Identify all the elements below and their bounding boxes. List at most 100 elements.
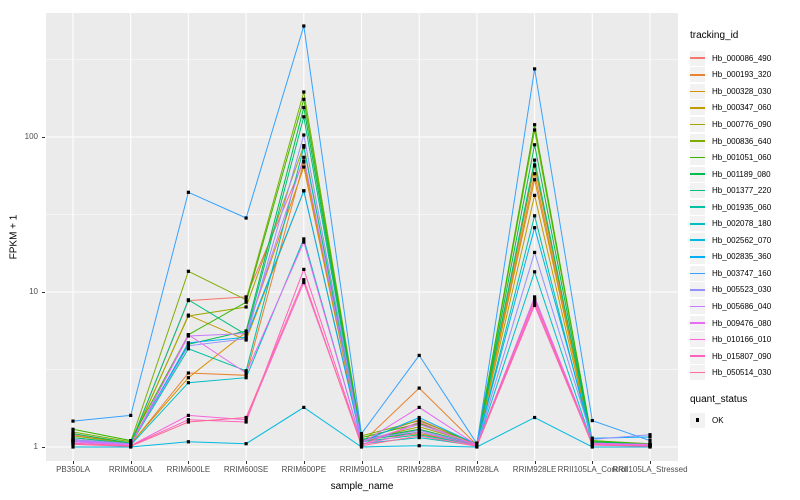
legend-item: Hb_001377_220 xyxy=(690,182,800,199)
legend-item: Hb_001051_060 xyxy=(690,149,800,166)
legend-line-swatch xyxy=(690,100,705,116)
legend-line-swatch xyxy=(690,265,705,281)
x-tick-label: RRIM901LA xyxy=(339,465,384,474)
legend-line-swatch xyxy=(690,249,705,265)
legend-item-label: Hb_005523_030 xyxy=(712,285,772,295)
legend-item-label: Hb_050514_030 xyxy=(712,368,772,378)
legend-item-label: Hb_002562_070 xyxy=(712,235,772,245)
gridlines xyxy=(46,13,678,461)
x-tick-label: PB350LA xyxy=(56,465,90,474)
legend-item: Hb_015807_090 xyxy=(690,348,800,365)
legend-line-swatch xyxy=(690,332,705,348)
legend-line-swatch xyxy=(690,67,705,83)
legend-line-swatch xyxy=(690,116,705,132)
x-tick-mark xyxy=(303,461,305,464)
legend-item: Hb_000836_640 xyxy=(690,133,800,150)
legend-item: Hb_001189_080 xyxy=(690,166,800,183)
data-points xyxy=(71,24,652,449)
x-tick-mark xyxy=(592,461,594,464)
y-tick-mark xyxy=(42,137,45,138)
legend-item-label: Hb_002078_180 xyxy=(712,219,772,229)
legend-line-swatch xyxy=(690,166,705,182)
x-tick-label: RRIM600LA xyxy=(108,465,153,474)
legend-item: Hb_000776_090 xyxy=(690,116,800,133)
legend-item: Hb_000086_490 xyxy=(690,50,800,67)
y-tick-label: 100 xyxy=(24,132,38,141)
legend-line-swatch xyxy=(690,348,705,364)
x-tick-label: RRII105LA_Control xyxy=(557,465,627,474)
legend-item: Hb_002835_360 xyxy=(690,249,800,266)
legend-item: Hb_002078_180 xyxy=(690,215,800,232)
x-tick-label: RRIM600SE xyxy=(223,465,269,474)
x-tick-mark xyxy=(650,461,651,464)
legend-item: Hb_000328_030 xyxy=(690,83,800,100)
legend-item: Hb_010166_010 xyxy=(690,331,800,348)
legend-item: Hb_001935_060 xyxy=(690,199,800,216)
legend-item-label: Hb_001935_060 xyxy=(712,202,772,212)
legend-item-label: Hb_000347_060 xyxy=(712,103,772,113)
plot-panel xyxy=(46,13,678,461)
legend-line-swatch xyxy=(690,133,705,149)
x-tick-mark xyxy=(73,461,74,464)
legend-item: Hb_002562_070 xyxy=(690,232,800,249)
legend-item-label: Hb_009476_080 xyxy=(712,318,772,328)
legend-line-swatch xyxy=(690,150,705,166)
x-tick-mark xyxy=(130,461,132,464)
legend-item: Hb_000193_320 xyxy=(690,67,800,84)
legend-item-label: Hb_002835_360 xyxy=(712,252,772,262)
legend-line-swatch xyxy=(690,216,705,232)
x-tick-mark xyxy=(246,461,248,464)
x-tick-label: RRIM928LE xyxy=(512,465,557,474)
legend-title-tracking-id: tracking_id xyxy=(690,30,739,41)
legend-item-label: Hb_001051_060 xyxy=(712,153,772,163)
legend-item: Hb_003747_160 xyxy=(690,265,800,282)
legend-line-swatch xyxy=(690,282,705,298)
legend-item-label: Hb_005686_040 xyxy=(712,301,772,311)
y-axis-title: FPKM + 1 xyxy=(8,214,20,260)
x-tick-label: RRIM928LA xyxy=(455,465,499,474)
legend-item: Hb_005686_040 xyxy=(690,298,800,315)
x-tick-label: RRIM928BA xyxy=(396,465,442,474)
legend-item-label: Hb_015807_090 xyxy=(712,351,772,361)
legend-item-label: Hb_000328_030 xyxy=(712,86,772,96)
legend-line-swatch xyxy=(690,83,705,99)
x-tick-mark xyxy=(534,461,536,464)
legend-entries: Hb_000086_490 Hb_000193_320 Hb_000328_030 H… xyxy=(690,50,800,381)
legend-item-label: OK xyxy=(712,415,724,425)
x-tick-label: RRIM600LE xyxy=(166,465,211,474)
y-tick-mark xyxy=(42,292,45,293)
plot-area xyxy=(46,13,678,461)
y-tick-label: 10 xyxy=(29,287,38,296)
y-tick-label: 1 xyxy=(33,442,38,451)
legend-item-label: Hb_000193_320 xyxy=(712,70,772,80)
legend-item-label: Hb_000836_640 xyxy=(712,136,772,146)
legend-item-ok: OK xyxy=(690,412,800,429)
ok-point-icon xyxy=(690,412,705,428)
legend-line-swatch xyxy=(690,199,705,215)
legend-line-swatch xyxy=(690,50,705,66)
legend-item-label: Hb_000086_490 xyxy=(712,53,772,63)
legend-title-quant-status: quant_status xyxy=(690,393,748,405)
x-tick-mark xyxy=(476,461,478,464)
x-axis-title: sample_name xyxy=(330,481,394,492)
legend-item-label: Hb_010166_010 xyxy=(712,335,772,345)
legend: tracking_id Hb_000086_490 Hb_000193_320 Hb… xyxy=(690,30,800,428)
legend-item: Hb_050514_030 xyxy=(690,364,800,381)
legend-item-label: Hb_003747_160 xyxy=(712,268,772,278)
x-tick-mark xyxy=(419,461,421,464)
x-tick-label: RRII105LA_Stressed xyxy=(612,465,688,474)
legend-line-swatch xyxy=(690,232,705,248)
legend-item: Hb_000347_060 xyxy=(690,100,800,117)
legend-item-label: Hb_000776_090 xyxy=(712,119,772,129)
legend-line-swatch xyxy=(690,365,705,381)
x-tick-label: RRIM600PE xyxy=(281,465,327,474)
legend-item-label: Hb_001377_220 xyxy=(712,186,772,196)
legend-line-swatch xyxy=(690,183,705,199)
x-tick-mark xyxy=(361,461,363,464)
y-tick-mark xyxy=(42,447,45,448)
legend-line-swatch xyxy=(690,315,705,331)
legend-item-label: Hb_001189_080 xyxy=(712,169,771,179)
x-tick-mark xyxy=(188,461,190,464)
legend-item: Hb_009476_080 xyxy=(690,315,800,332)
